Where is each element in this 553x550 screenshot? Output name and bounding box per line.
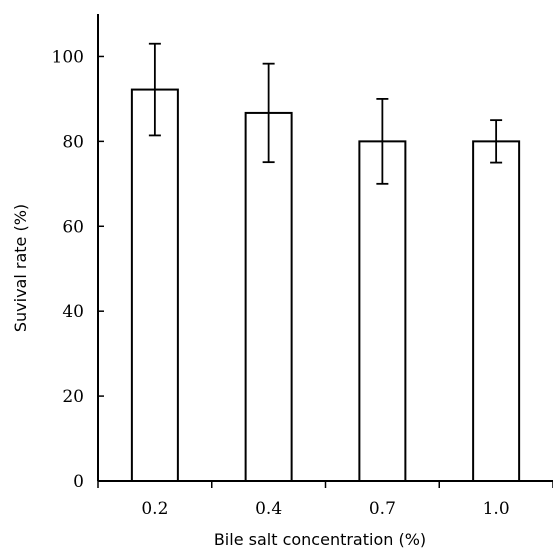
y-tick-label: 100 — [52, 47, 84, 67]
y-tick-label: 20 — [62, 387, 84, 407]
x-tick-label: 1.0 — [483, 499, 510, 519]
x-tick-label: 0.4 — [255, 499, 282, 519]
plot-area: 0 20 40 60 80 100 0.2 0.4 0.7 1.0 — [52, 14, 553, 519]
y-tick-label: 40 — [62, 302, 84, 322]
bar — [130, 88, 179, 482]
y-tick-label: 0 — [73, 472, 84, 492]
x-tick-label: 0.2 — [141, 499, 168, 519]
bar — [358, 140, 407, 482]
x-tick-label: 0.7 — [369, 499, 396, 519]
y-tick-label: 60 — [62, 217, 84, 237]
y-tick-label: 80 — [62, 132, 84, 152]
x-axis-title: Bile salt concentration (%) — [214, 530, 426, 549]
bar — [244, 111, 293, 482]
y-axis-title: Suvival rate (%) — [11, 204, 30, 332]
bar — [472, 140, 521, 482]
